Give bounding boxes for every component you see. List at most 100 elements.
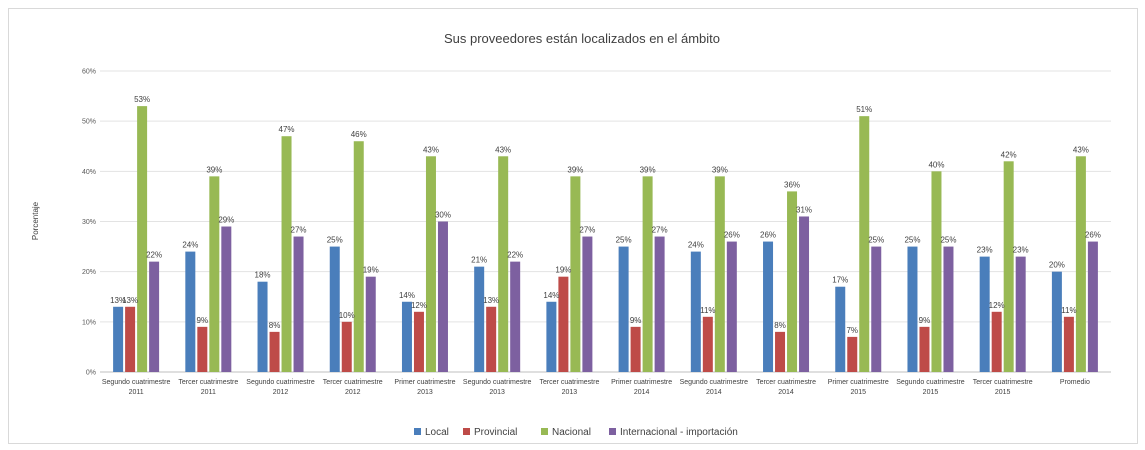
- bar: [474, 266, 485, 372]
- bar: [763, 241, 774, 372]
- bar-value-label: 14%: [399, 291, 415, 300]
- x-tick-label: Tercer cuatrimestre: [539, 379, 599, 386]
- bar: [630, 326, 641, 372]
- gridlines: [100, 70, 1111, 373]
- bar: [714, 176, 725, 372]
- bar-value-label: 43%: [423, 145, 439, 154]
- bar-value-label: 11%: [1061, 306, 1076, 315]
- data-labels: 13% 24% 18% 25% 14% 21% 14% 25% 24% 26% 17% 25% 23% 2…: [110, 95, 1101, 335]
- bar: [401, 301, 412, 372]
- bar: [1075, 156, 1086, 372]
- x-tick-label: Tercer cuatrimestre: [323, 379, 383, 386]
- legend-swatch: [609, 428, 616, 435]
- legend-label: Internacional - importación: [620, 427, 738, 438]
- x-tick-label: Segundo cuatrimestre: [246, 379, 315, 386]
- x-tick-label: Segundo cuatrimestre: [896, 379, 965, 386]
- x-axis-ticks: Segundo cuatrimestre 2011 Tercer cuatrimes…: [102, 379, 1090, 396]
- bar: [221, 226, 232, 372]
- bar-value-label: 13%: [110, 296, 126, 305]
- x-tick-label: Segundo cuatrimestre: [102, 379, 171, 386]
- y-tick-label: 50%: [82, 119, 96, 126]
- bar-value-label: 9%: [919, 316, 931, 325]
- y-tick-label: 60%: [82, 69, 96, 76]
- y-tick-label: 30%: [82, 219, 96, 226]
- bar: [582, 236, 593, 372]
- x-tick-label: Primer cuatrimestre: [828, 379, 889, 386]
- bar-value-label: 39%: [567, 165, 583, 174]
- x-tick-label: Tercer cuatrimestre: [178, 379, 238, 386]
- bar: [931, 171, 942, 372]
- bar-value-label: 43%: [495, 145, 511, 154]
- bar-value-label: 24%: [182, 241, 198, 250]
- bar-value-label: 24%: [688, 241, 704, 250]
- bar: [341, 321, 352, 372]
- chart-frame: Sus proveedores están localizados en el …: [8, 8, 1138, 444]
- bar: [799, 216, 810, 372]
- bar: [329, 246, 340, 372]
- x-tick-label: Segundo cuatrimestre: [463, 379, 532, 386]
- bar-value-label: 13%: [483, 296, 499, 305]
- bar: [558, 276, 569, 372]
- x-tick-label: Primer cuatrimestre: [611, 379, 672, 386]
- x-tick-label: Primer cuatrimestre: [394, 379, 455, 386]
- bar-value-label: 22%: [507, 251, 523, 260]
- bar: [137, 106, 148, 372]
- bar-value-label: 30%: [435, 211, 451, 220]
- chart-svg: Sus proveedores están localizados en el …: [31, 31, 1111, 438]
- bar-value-label: 8%: [774, 321, 786, 330]
- y-axis-ticks: 0% 10% 20% 30% 40% 50% 60%: [82, 69, 96, 377]
- bar-value-label: 14%: [543, 291, 559, 300]
- bar-value-label: 26%: [760, 231, 776, 240]
- bar: [690, 251, 701, 372]
- bar-value-label: 12%: [989, 301, 1005, 310]
- bar: [546, 301, 557, 372]
- bar: [125, 306, 136, 372]
- bar-value-label: 43%: [1073, 145, 1089, 154]
- x-tick-label: 2012: [273, 389, 289, 396]
- bar-value-label: 27%: [652, 226, 668, 235]
- bar: [943, 246, 954, 372]
- bar-value-label: 26%: [724, 231, 740, 240]
- bar: [570, 176, 581, 372]
- x-tick-label: 2013: [489, 389, 505, 396]
- x-tick-label: 2013: [417, 389, 433, 396]
- y-axis-label: Porcentaje: [31, 201, 40, 240]
- y-tick-label: 20%: [82, 269, 96, 276]
- legend-label: Local: [425, 427, 449, 438]
- bar: [787, 191, 798, 372]
- bar-value-label: 23%: [977, 246, 993, 255]
- bar-value-label: 46%: [351, 130, 367, 139]
- bar-value-label: 11%: [700, 306, 715, 315]
- x-tick-label: 2011: [129, 389, 144, 396]
- bar: [775, 331, 786, 372]
- bar: [835, 286, 846, 372]
- legend-swatch: [414, 428, 421, 435]
- x-tick-label: 2015: [995, 389, 1011, 396]
- bar-value-label: 13%: [122, 296, 138, 305]
- x-tick-label: 2014: [778, 389, 794, 396]
- bar-value-label: 25%: [868, 236, 884, 245]
- bar: [498, 156, 509, 372]
- bar: [185, 251, 196, 372]
- y-tick-label: 0%: [86, 370, 96, 377]
- bar: [281, 136, 292, 372]
- bar: [726, 241, 737, 372]
- bar-value-label: 19%: [555, 266, 571, 275]
- x-tick-label: 2013: [562, 389, 578, 396]
- bar-value-label: 23%: [1013, 246, 1029, 255]
- bar-value-label: 25%: [904, 236, 920, 245]
- bar: [437, 221, 448, 372]
- bar-value-label: 21%: [471, 256, 487, 265]
- x-tick-label: Segundo cuatrimestre: [680, 379, 749, 386]
- bar-value-label: 53%: [134, 95, 150, 104]
- bars: [113, 106, 1098, 373]
- bar: [365, 276, 376, 372]
- x-tick-label: Tercer cuatrimestre: [973, 379, 1033, 386]
- bar: [859, 116, 870, 373]
- bar-value-label: 51%: [856, 105, 872, 114]
- bar-value-label: 39%: [640, 165, 656, 174]
- bar: [413, 311, 424, 372]
- bar-value-label: 47%: [279, 125, 295, 134]
- bar-value-label: 27%: [291, 226, 307, 235]
- bar: [257, 281, 268, 372]
